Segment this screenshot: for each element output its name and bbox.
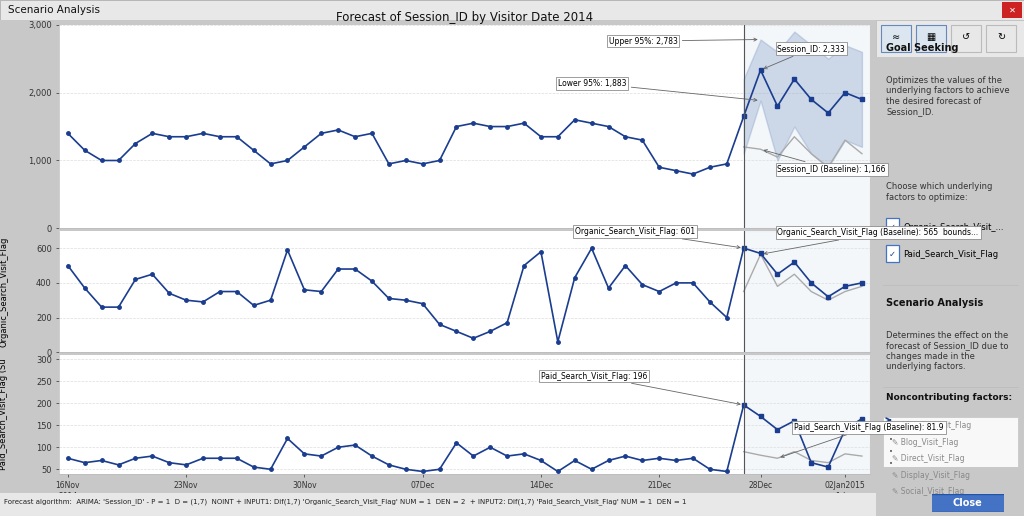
Text: •: • [889,461,893,467]
Text: ✕: ✕ [1009,5,1016,14]
Text: Lower 95%: 1,883: Lower 95%: 1,883 [558,78,757,101]
Text: ↻: ↻ [997,33,1005,42]
Text: Session_ID (Baseline): 1,166: Session_ID (Baseline): 1,166 [764,150,886,173]
Bar [743,231,870,352]
Text: Paid_Search_Visit_Flag: Paid_Search_Visit_Flag [903,250,998,259]
Text: Session_ID: 2,333: Session_ID: 2,333 [764,44,845,69]
Bar [743,354,870,474]
Text: ✓: ✓ [889,222,896,232]
FancyBboxPatch shape [882,25,911,52]
Text: ✎ Blog_Visit_Flag: ✎ Blog_Visit_Flag [892,438,958,447]
Text: ✎ Direct_Visit_Flag: ✎ Direct_Visit_Flag [892,455,965,463]
Y-axis label: Paid_Search_Visit_Flag (Su: Paid_Search_Visit_Flag (Su [0,359,8,470]
Text: Optimizes the values of the
underlying factors to achieve
the desired forecast o: Optimizes the values of the underlying f… [886,76,1010,116]
Text: •: • [889,437,893,443]
Text: Scenario Analysis: Scenario Analysis [886,298,983,309]
Text: Organic_Search_Visit_...: Organic_Search_Visit_... [903,222,1004,232]
Bar [743,25,870,229]
Text: ✓: ✓ [889,250,896,259]
Text: ↺: ↺ [962,33,970,42]
Y-axis label: Organic_Search_Visit_Flag: Organic_Search_Visit_Flag [0,236,8,347]
Text: Determines the effect on the
forecast of Session_ID due to
changes made in the
u: Determines the effect on the forecast of… [886,331,1009,371]
Text: ✎ Social_Visit_Flag: ✎ Social_Visit_Flag [892,488,965,496]
Text: Forecast algorithm:  ARIMA: 'Session_ID' - P = 1  D = (1,7)  NOINT + INPUT1: Dif: Forecast algorithm: ARIMA: 'Session_ID' … [4,498,687,506]
Title: Forecast of Session_ID by Visitor Date 2014: Forecast of Session_ID by Visitor Date 2… [336,11,594,24]
Text: Paid_Search_Visit_Flag: 196: Paid_Search_Visit_Flag: 196 [541,372,740,405]
FancyBboxPatch shape [886,246,899,262]
Text: Organic_Search_Visit_Flag (Baseline): 565  bounds...: Organic_Search_Visit_Flag (Baseline): 56… [764,228,979,254]
Text: Paid_Search_Visit_Flag (Baseline): 81.9: Paid_Search_Visit_Flag (Baseline): 81.9 [781,423,944,458]
FancyBboxPatch shape [931,494,1005,512]
Text: •: • [889,449,893,455]
FancyBboxPatch shape [986,25,1016,52]
Text: Close: Close [952,498,983,508]
Bar [884,417,1018,506]
Text: Choose which underlying
factors to optimize:: Choose which underlying factors to optim… [886,182,992,202]
FancyBboxPatch shape [916,25,946,52]
Text: ✎ Affiliate_Visit_Flag: ✎ Affiliate_Visit_Flag [892,422,971,430]
Text: ✎ Display_Visit_Flag: ✎ Display_Visit_Flag [892,471,970,480]
Text: Organic_Search_Visit_Flag: 601: Organic_Search_Visit_Flag: 601 [574,227,740,249]
Bar [1002,2,1022,18]
Text: Upper 95%: 2,783: Upper 95%: 2,783 [608,37,757,45]
Text: ▦: ▦ [927,33,936,42]
Text: ≈: ≈ [892,33,900,42]
Text: Scenario Analysis: Scenario Analysis [8,5,100,15]
FancyBboxPatch shape [886,218,899,235]
Text: Noncontributing factors:: Noncontributing factors: [886,393,1013,402]
FancyBboxPatch shape [951,25,981,52]
Text: Goal Seeking: Goal Seeking [886,43,958,53]
